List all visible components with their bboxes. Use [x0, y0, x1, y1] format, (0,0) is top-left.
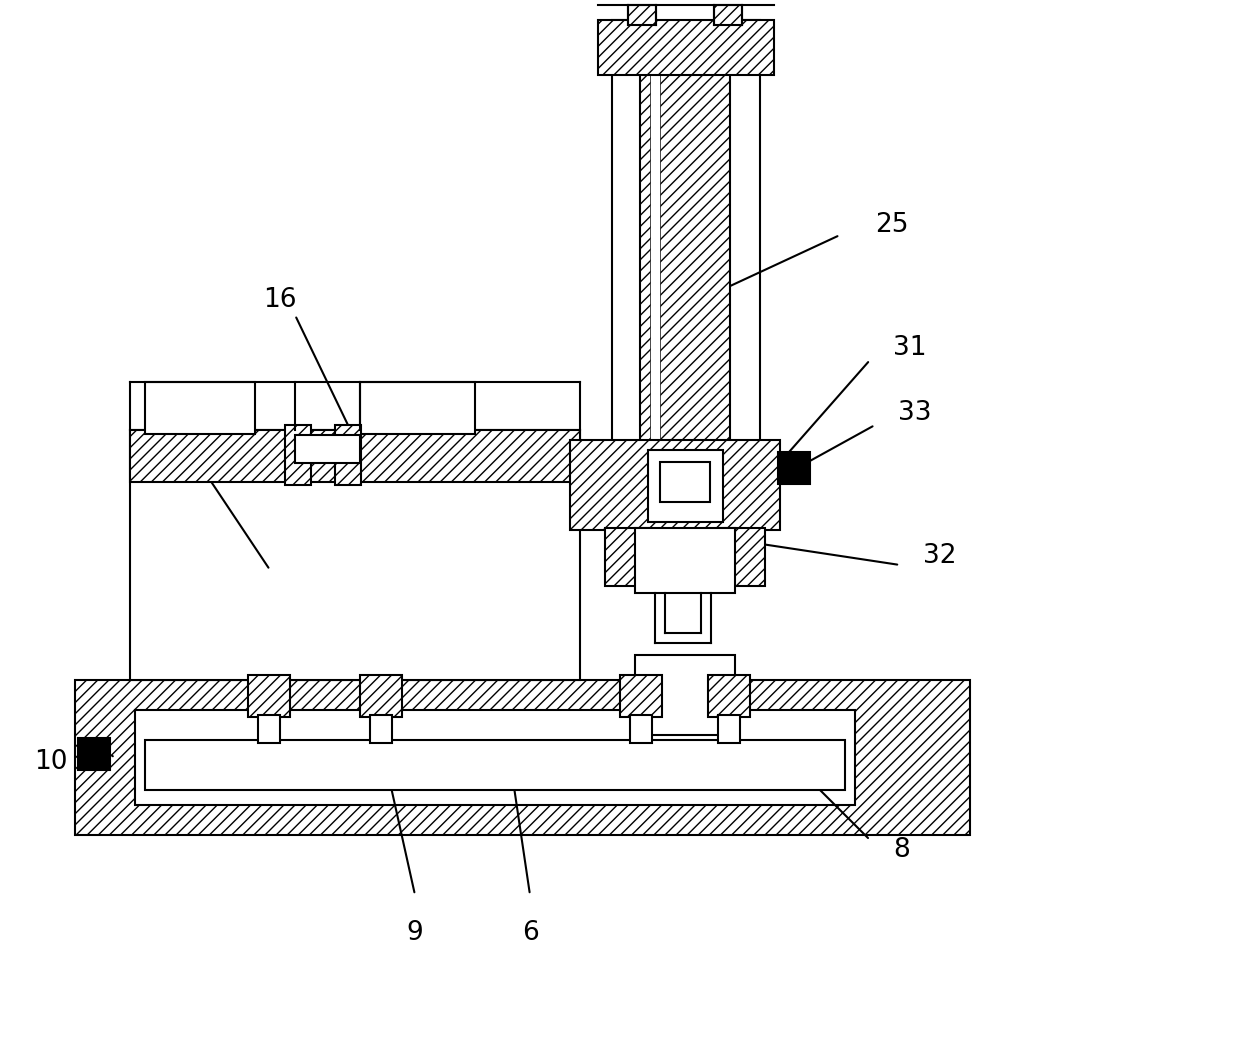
Bar: [620, 675, 662, 717]
Bar: [777, 452, 810, 484]
Bar: [295, 435, 360, 463]
Bar: [130, 430, 580, 482]
Bar: [635, 655, 735, 735]
Bar: [335, 425, 361, 485]
Bar: [360, 382, 475, 434]
Text: 33: 33: [898, 400, 931, 426]
Bar: [640, 28, 730, 510]
Bar: [613, 20, 650, 510]
Text: 9: 9: [407, 920, 423, 946]
Bar: [650, 30, 660, 508]
Bar: [145, 740, 844, 790]
Bar: [635, 528, 735, 593]
Bar: [720, 528, 765, 586]
Bar: [130, 430, 580, 681]
Bar: [627, 5, 656, 25]
Bar: [605, 528, 650, 586]
Bar: [285, 425, 311, 485]
Bar: [135, 710, 856, 805]
Text: 32: 32: [923, 543, 956, 569]
Bar: [714, 5, 742, 25]
Bar: [258, 716, 280, 743]
Text: 7: 7: [141, 392, 159, 418]
Bar: [722, 20, 760, 510]
Text: 10: 10: [35, 749, 68, 775]
Text: 8: 8: [893, 837, 910, 863]
Bar: [145, 382, 255, 434]
Text: 25: 25: [875, 212, 909, 238]
Text: 6: 6: [522, 920, 538, 946]
Bar: [649, 450, 723, 522]
Bar: [708, 675, 750, 717]
Text: 31: 31: [893, 335, 926, 361]
Bar: [718, 716, 740, 743]
Bar: [370, 716, 392, 743]
Text: 16: 16: [263, 287, 296, 313]
Bar: [598, 20, 774, 75]
Bar: [248, 675, 290, 717]
Bar: [630, 716, 652, 743]
Bar: [570, 440, 780, 530]
Bar: [78, 738, 110, 770]
Bar: [360, 675, 402, 717]
Bar: [74, 681, 970, 835]
Bar: [660, 462, 711, 502]
